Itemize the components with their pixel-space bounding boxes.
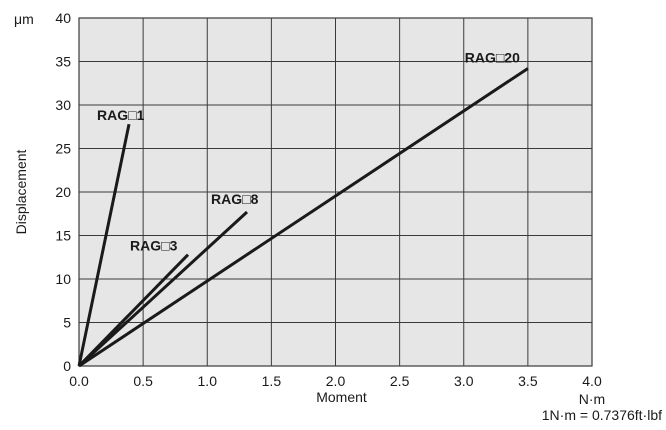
y-tick-label: 5: [63, 315, 71, 331]
tick-labels: 0.0 0.5 1.0 1.5 2.0 2.5 3.0 3.5 4.0 0 5 10 15 20 25 30 3…: [55, 10, 602, 389]
series-line: [78, 67, 529, 368]
y-tick-label: 40: [55, 10, 71, 26]
x-tick-label: 3.0: [454, 373, 474, 389]
x-tick-label: 0.5: [133, 373, 153, 389]
x-tick-label: 3.5: [518, 373, 538, 389]
unit-conversion-note: 1N·m = 0.7376ft·lbf: [542, 407, 662, 423]
y-axis-unit: μm: [14, 11, 34, 27]
y-tick-label: 0: [63, 358, 71, 374]
series-line: [77, 123, 131, 367]
y-tick-label: 15: [55, 228, 71, 244]
series-label: RAG□20: [465, 49, 520, 65]
y-tick-label: 20: [55, 184, 71, 200]
y-tick-label: 25: [55, 141, 71, 157]
x-tick-label: 1.0: [198, 373, 218, 389]
series-label: RAG□3: [130, 238, 178, 254]
x-tick-label: 2.5: [390, 373, 410, 389]
x-tick-label: 1.5: [262, 373, 282, 389]
y-tick-label: 10: [55, 271, 71, 287]
x-tick-label: 4.0: [582, 373, 602, 389]
y-tick-label: 35: [55, 54, 71, 70]
y-axis-label: Displacement: [13, 149, 29, 234]
series-labels: RAG□1 RAG□3 RAG□8 RAG□20: [97, 49, 520, 253]
series-label: RAG□8: [211, 191, 259, 207]
x-axis-unit: N·m: [579, 391, 605, 407]
series-line: [77, 210, 249, 368]
series-label: RAG□1: [97, 107, 145, 123]
x-tick-label: 0.0: [69, 373, 89, 389]
x-tick-label: 2.0: [326, 373, 346, 389]
x-axis-label: Moment: [316, 389, 367, 405]
series-lines: [77, 67, 529, 368]
y-tick-label: 30: [55, 97, 71, 113]
